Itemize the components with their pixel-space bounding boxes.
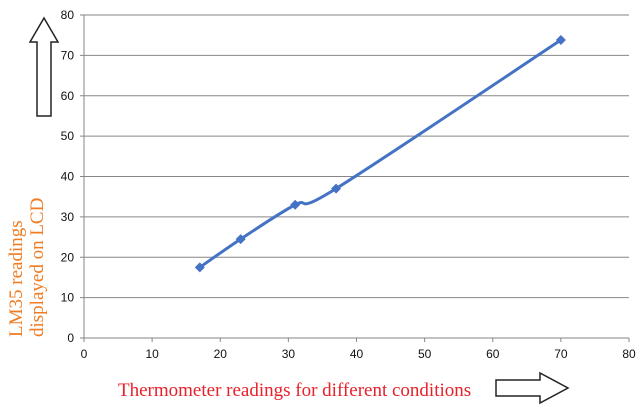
y-tick-labels: 0 10 20 30 40 50 60 70 80 xyxy=(61,8,84,345)
x-tick-label: 10 xyxy=(145,347,159,361)
y-tick-label: 70 xyxy=(61,48,75,62)
series-layer xyxy=(194,35,566,273)
x-tick-label: 20 xyxy=(214,347,228,361)
y-tick-label: 20 xyxy=(61,250,75,264)
x-tick-labels: 0 10 20 30 40 50 60 70 80 xyxy=(81,338,636,361)
up-arrow-icon xyxy=(28,16,60,117)
x-axis-title: Thermometer readings for different condi… xyxy=(118,380,471,401)
x-tick-label: 70 xyxy=(554,347,568,361)
y-tick-label: 10 xyxy=(61,291,75,305)
data-point-marker xyxy=(555,35,566,46)
x-tick-label: 30 xyxy=(282,347,296,361)
y-tick-label: 80 xyxy=(61,8,75,22)
y-tick-label: 40 xyxy=(61,170,75,184)
y-tick-label: 50 xyxy=(61,129,75,143)
x-tick-label: 40 xyxy=(350,347,364,361)
data-point-marker xyxy=(331,183,342,194)
data-point-marker xyxy=(235,234,246,245)
x-tick-label: 60 xyxy=(486,347,500,361)
series-line xyxy=(198,38,562,269)
data-point-marker xyxy=(290,199,301,210)
y-axis-title: LM35 readings xyxy=(6,220,27,337)
y-tick-label: 0 xyxy=(67,331,74,345)
x-tick-label: 0 xyxy=(81,347,88,361)
right-arrow-icon xyxy=(495,371,570,405)
axes xyxy=(80,15,629,342)
x-tick-label: 80 xyxy=(622,347,636,361)
y-axis-title-line-2: displayed on LCD xyxy=(27,198,48,337)
data-point-marker xyxy=(194,262,205,273)
y-axis-title-line-1: LM35 readings xyxy=(6,220,27,337)
y-tick-label: 30 xyxy=(61,210,75,224)
gridlines xyxy=(84,14,629,299)
y-axis-title-2: displayed on LCD xyxy=(27,198,48,337)
y-tick-label: 60 xyxy=(61,89,75,103)
x-tick-label: 50 xyxy=(418,347,432,361)
